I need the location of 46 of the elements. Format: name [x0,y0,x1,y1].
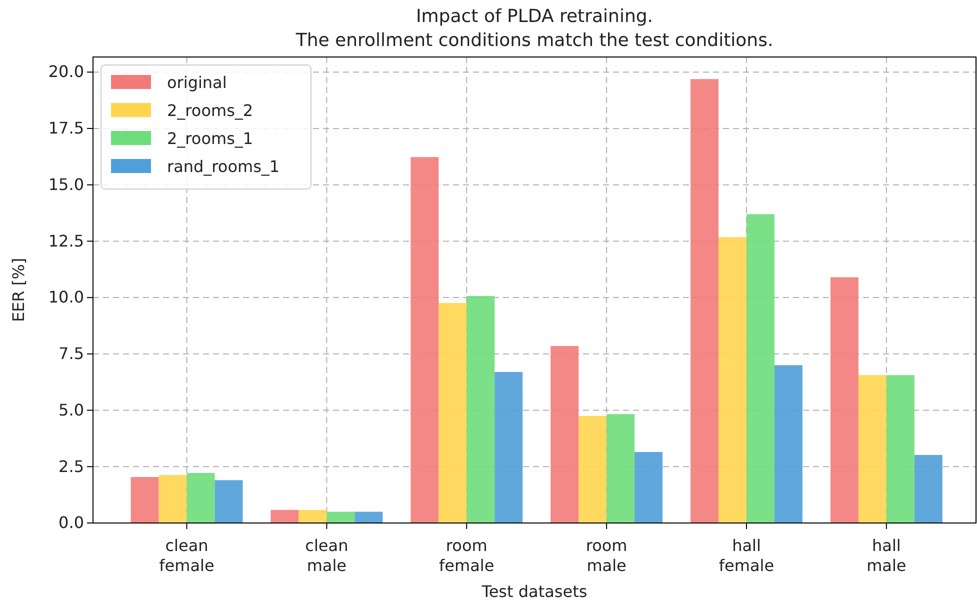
bar [410,157,439,523]
legend-label: 2_rooms_1 [167,129,254,148]
bar [270,510,299,523]
bar [466,296,495,523]
x-tick-label: room male [586,536,628,575]
bar [746,214,774,523]
bar [550,346,579,523]
legend-label: rand_rooms_1 [167,157,280,176]
bar [690,79,719,523]
bar [438,302,467,523]
legend-label: 2_rooms_2 [167,101,254,120]
bar [774,365,802,523]
y-tick-label: 2.5 [58,456,84,476]
y-tick-label: 5.0 [58,400,84,420]
bar [634,452,663,523]
x-tick-label: hall female [718,536,774,575]
bar [130,477,159,523]
bar [326,512,355,523]
x-tick-label: hall male [866,536,906,575]
bar [606,414,635,523]
x-axis-title: Test datasets [480,582,588,601]
bar [858,375,886,523]
legend-label: original [167,73,227,92]
bar [158,474,187,523]
y-tick-label: 12.5 [48,231,84,250]
bar [186,472,215,523]
y-axis-title: EER [%] [9,258,28,322]
chart-title: Impact of PLDA retraining. The enrollment conditions match the test conditions. [294,6,774,51]
y-tick-label: 10.0 [48,288,84,307]
bar [354,512,383,523]
bar [214,480,243,523]
bar [914,454,942,523]
bar [578,416,607,523]
bar [830,277,858,523]
y-tick-label: 7.5 [58,344,84,364]
y-tick-label: 15.0 [48,174,84,194]
bar [886,375,914,523]
bar [718,237,747,523]
y-tick-label: 20.0 [48,62,84,82]
x-tick-label: clean male [305,536,348,575]
x-tick-label: clean female [159,536,214,575]
y-tick-label: 0.0 [58,513,84,532]
bar [494,372,523,523]
bar [298,510,327,523]
x-tick-label: room female [439,536,494,575]
y-tick-label: 17.5 [48,118,84,138]
